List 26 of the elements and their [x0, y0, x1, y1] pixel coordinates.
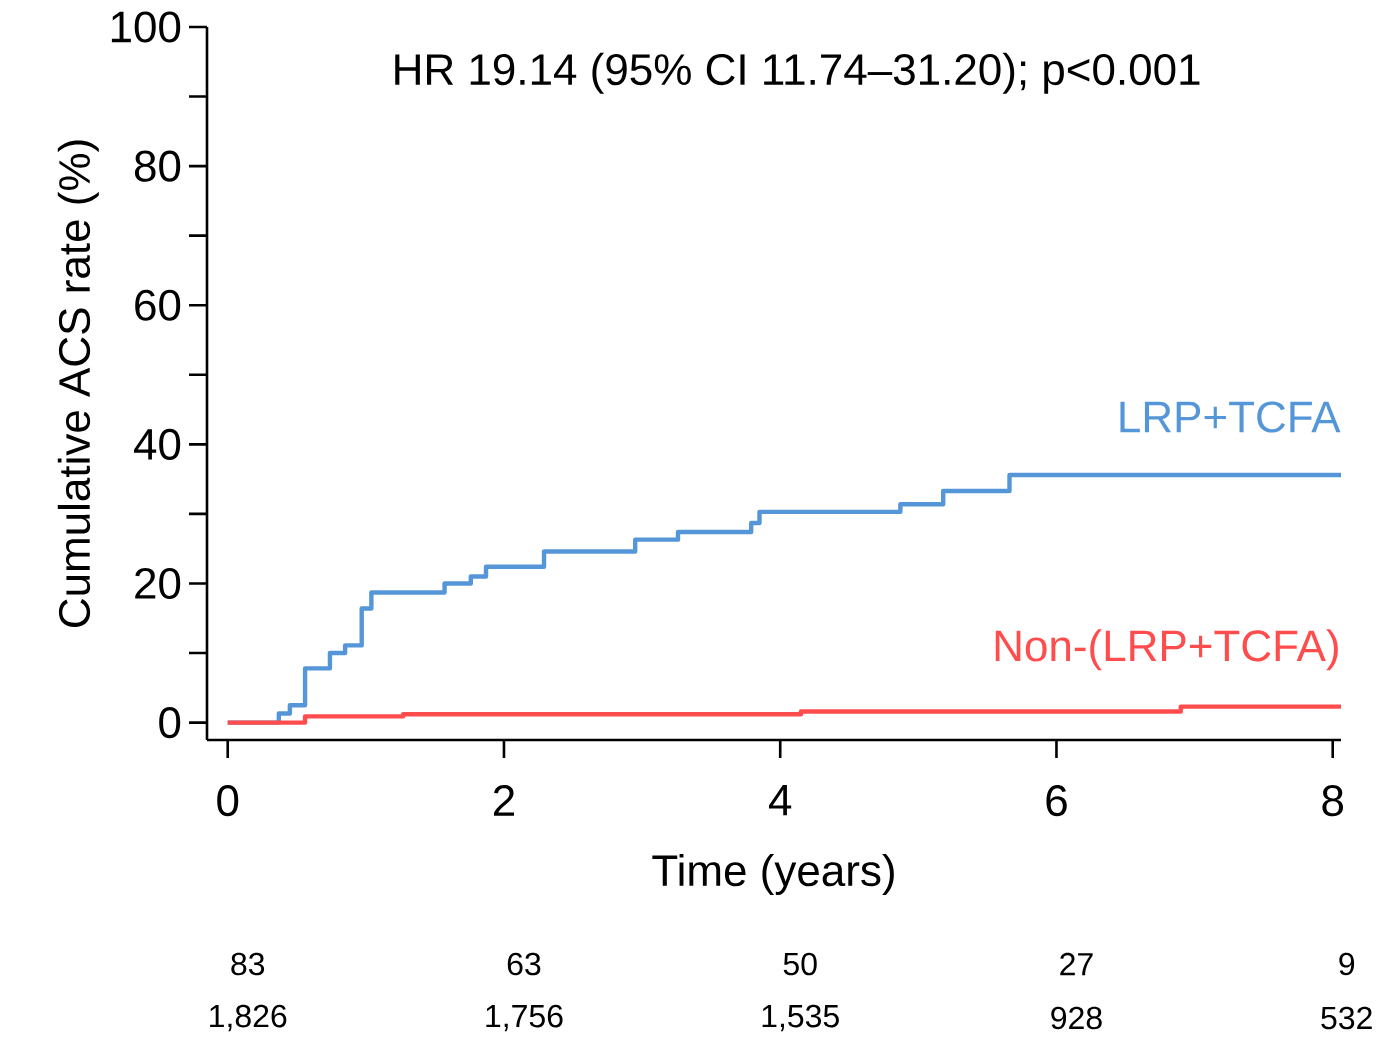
text: 83: [231, 952, 265, 976]
x-tick-label: 8: [1322, 785, 1344, 817]
series-label: Non-(LRP+TCFA): [995, 629, 1338, 671]
x-tick-label: 0: [217, 785, 239, 817]
x-axis-title: Time (years): [652, 853, 894, 895]
y-tick-label: 20: [135, 567, 181, 600]
annotation: HR 19.14 (95% CI 11.74–31.20); p<0.001: [395, 52, 1200, 94]
x-tick-label: 2: [493, 785, 514, 816]
series-label: LRP+TCFA: [1120, 401, 1341, 433]
text: 928: [1051, 1006, 1102, 1030]
x-tick-label: 4: [768, 785, 792, 816]
y-tick-label: 40: [134, 428, 181, 460]
y-tick-label: 60: [135, 289, 181, 321]
text: 1,535: [762, 1004, 839, 1032]
text: 532: [1321, 1006, 1372, 1030]
x-tick-label: 6: [1046, 785, 1067, 817]
text: 9: [1339, 952, 1355, 976]
y-axis-title: Cumulative ACS rate (%): [57, 140, 99, 627]
text: 63: [507, 952, 541, 976]
y-tick-label: 100: [111, 11, 181, 43]
text: 27: [1060, 952, 1093, 976]
text: 50: [783, 952, 817, 976]
text: 1,826: [210, 1004, 287, 1032]
text: 1,756: [486, 1004, 563, 1032]
y-tick-label: 0: [159, 707, 181, 739]
y-tick-label: 80: [134, 150, 181, 182]
